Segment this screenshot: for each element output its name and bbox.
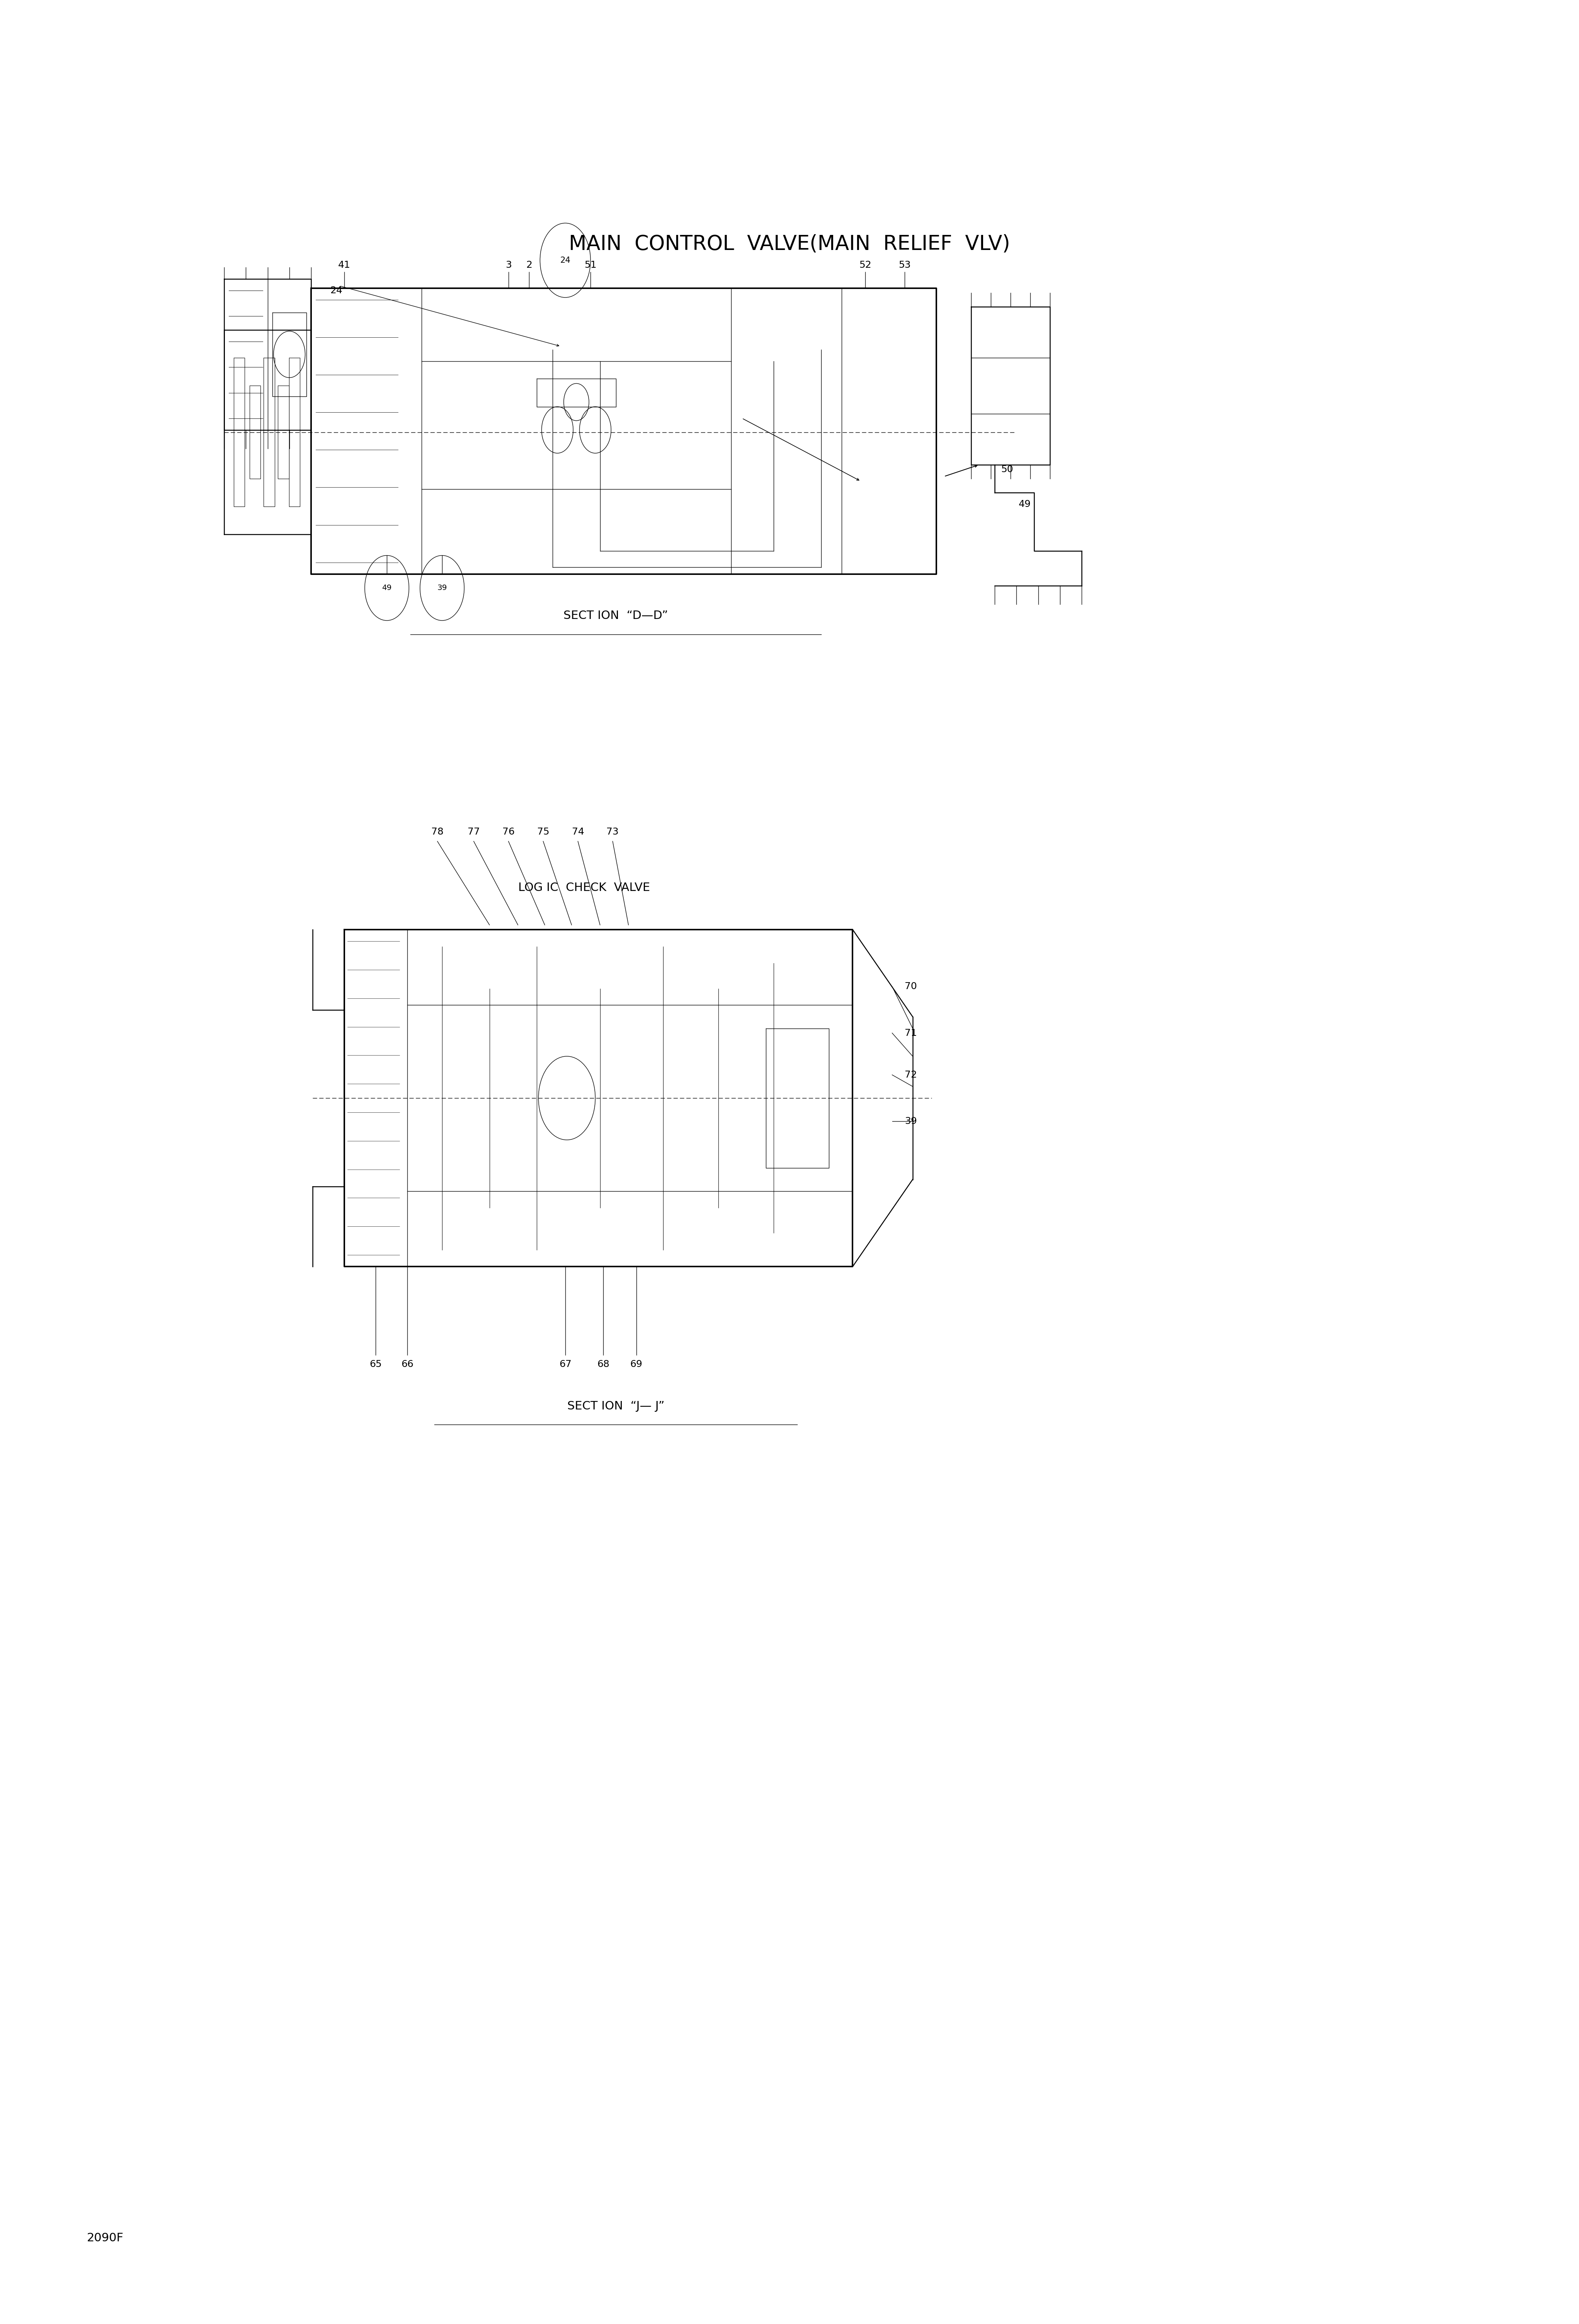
Text: 67: 67 xyxy=(559,1360,572,1369)
Text: 50: 50 xyxy=(1001,465,1014,474)
Text: 75: 75 xyxy=(537,827,549,837)
Text: 41: 41 xyxy=(338,260,351,270)
Text: 72: 72 xyxy=(905,1071,917,1078)
Text: 51: 51 xyxy=(584,260,597,270)
Text: 74: 74 xyxy=(572,827,584,837)
Text: 49: 49 xyxy=(382,583,392,593)
Text: 3: 3 xyxy=(505,260,512,270)
Text: 2090F: 2090F xyxy=(87,2233,123,2243)
Text: 39: 39 xyxy=(905,1118,917,1125)
Text: 24: 24 xyxy=(561,256,570,265)
Text: MAIN  CONTROL  VALVE(MAIN  RELIEF  VLV): MAIN CONTROL VALVE(MAIN RELIEF VLV) xyxy=(568,235,1011,253)
Text: 66: 66 xyxy=(401,1360,414,1369)
Text: 73: 73 xyxy=(606,827,619,837)
Text: 76: 76 xyxy=(502,827,515,837)
Text: 2: 2 xyxy=(526,260,532,270)
Text: LOG IC  CHECK  VALVE: LOG IC CHECK VALVE xyxy=(518,883,651,892)
Text: 71: 71 xyxy=(905,1030,917,1037)
Text: 68: 68 xyxy=(597,1360,609,1369)
Text: 52: 52 xyxy=(859,260,872,270)
Text: 69: 69 xyxy=(630,1360,643,1369)
Text: 77: 77 xyxy=(467,827,480,837)
Text: 78: 78 xyxy=(431,827,444,837)
Text: SECT ION  “D—D”: SECT ION “D—D” xyxy=(564,611,668,621)
Text: SECT ION  “J— J”: SECT ION “J— J” xyxy=(567,1401,665,1411)
Text: 70: 70 xyxy=(905,983,917,990)
Text: 53: 53 xyxy=(898,260,911,270)
Text: 65: 65 xyxy=(369,1360,382,1369)
Text: 49: 49 xyxy=(1018,500,1031,509)
Text: 24: 24 xyxy=(330,286,343,295)
Text: 39: 39 xyxy=(437,583,447,593)
